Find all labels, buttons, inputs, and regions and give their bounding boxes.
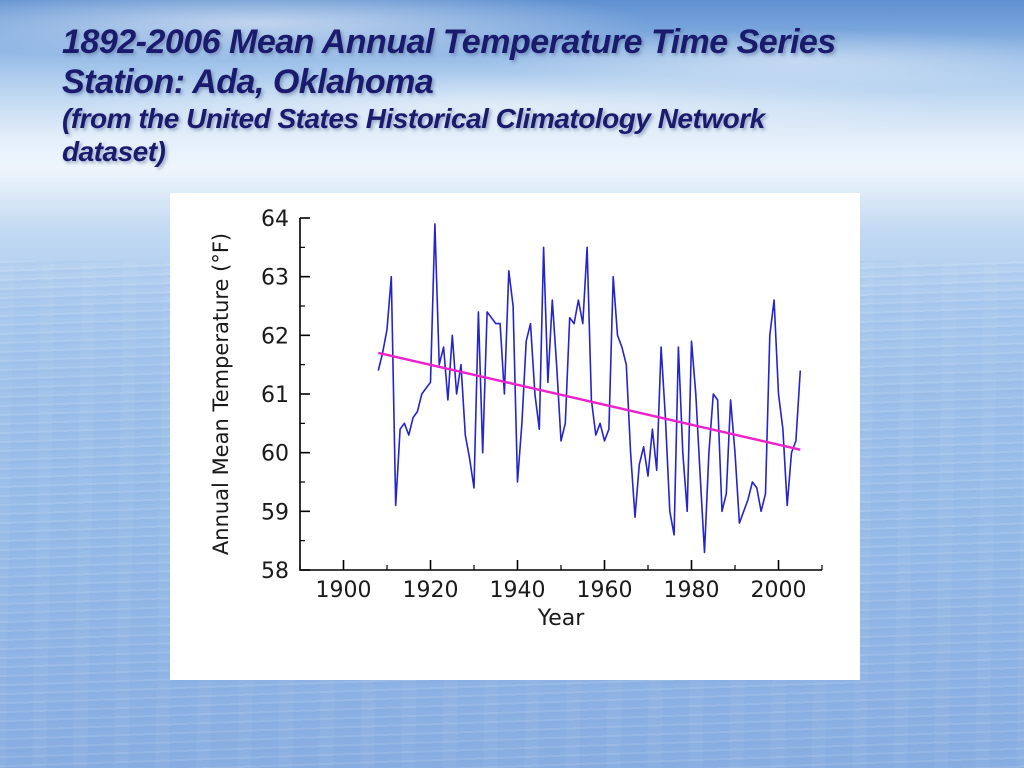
linear-trend-line [378,351,801,451]
slide-title-block: 1892-2006 Mean Annual Temperature Time S… [62,22,972,168]
y-tick-label: 63 [261,266,289,291]
y-tick-label: 64 [261,207,289,232]
x-tick-label: 1900 [316,578,372,603]
y-tick-label: 59 [261,500,289,525]
slide-subtitle-line-2: dataset) [62,136,166,168]
x-axis-label: Year [537,606,586,631]
x-tick-label: 1920 [403,578,459,603]
y-tick-label: 58 [261,559,289,584]
temperature-time-series-chart: 1900 1920 1940 1960 1980 2000 58 59 60 61 62 63 64 Ye… [209,207,823,631]
x-tick-label: 2000 [751,578,807,603]
x-tick-label: 1980 [664,578,720,603]
x-tick-label: 1940 [490,578,546,603]
y-axis-label: Annual Mean Temperature (°F) [209,233,233,555]
slide-subtitle-line-1: (from the United States Historical Clima… [62,103,765,135]
slide-title-line-1: 1892-2006 Mean Annual Temperature Time S… [62,23,836,61]
annual-mean-temperature-line [377,223,802,554]
y-tick-label: 61 [261,383,289,408]
slide-title-line-2: Station: Ada, Oklahoma [62,63,434,102]
x-tick-label: 1960 [577,578,633,603]
y-tick-label: 60 [261,442,289,467]
chart-panel: 1900 1920 1940 1960 1980 2000 58 59 60 61 62 63 64 Ye… [170,193,860,680]
y-tick-label: 62 [261,324,289,349]
